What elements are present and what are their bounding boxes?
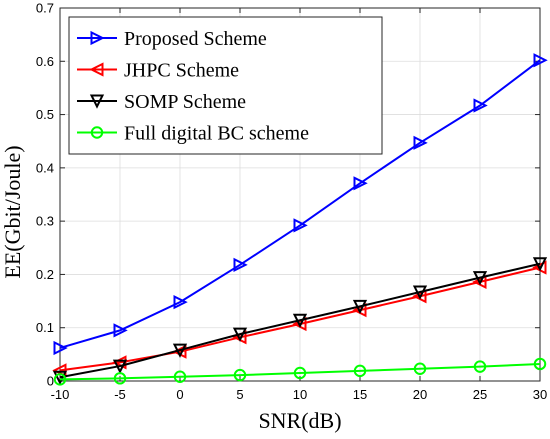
y-tick-label: 0.6 <box>36 54 54 69</box>
x-tick-label: -10 <box>51 387 70 402</box>
data-point <box>172 343 188 358</box>
data-point <box>90 126 104 139</box>
y-axis-label: EE(Gbit/Joule) <box>0 145 25 278</box>
data-point <box>53 373 67 386</box>
x-tick-label: 5 <box>236 387 243 402</box>
series-layer <box>52 53 548 386</box>
data-point <box>113 372 127 385</box>
y-tick-label: 0.3 <box>36 214 54 229</box>
data-point <box>532 257 548 272</box>
legend-item: SOMP Scheme <box>77 91 246 113</box>
data-point <box>52 363 67 378</box>
data-point <box>353 176 368 191</box>
data-point <box>112 359 128 374</box>
x-tick-label: -5 <box>114 387 126 402</box>
data-point <box>113 323 128 338</box>
legend-label: SOMP Scheme <box>124 91 246 113</box>
series-line <box>59 262 541 379</box>
x-tick-label: 10 <box>293 387 307 402</box>
y-tick-label: 0 <box>47 374 54 389</box>
legend-item: Proposed Scheme <box>77 28 267 50</box>
series-full-digital-bc-scheme <box>53 357 547 386</box>
x-tick-label: 30 <box>533 387 547 402</box>
y-tick-label: 0.4 <box>36 160 54 175</box>
y-tick-label: 0.5 <box>36 107 54 122</box>
data-point <box>473 360 487 373</box>
legend-item: Full digital BC scheme <box>77 123 309 145</box>
data-point <box>52 370 68 386</box>
data-point <box>232 327 248 342</box>
x-tick-label: 25 <box>473 387 487 402</box>
data-point <box>472 271 488 286</box>
data-point <box>533 357 547 371</box>
data-point <box>173 295 188 310</box>
series-somp-scheme <box>52 257 548 386</box>
data-point <box>89 94 105 109</box>
x-tick-label: 0 <box>176 387 183 402</box>
y-tick-label: 0.1 <box>36 320 54 335</box>
legend: Proposed Scheme JHPC Scheme SOMP Scheme Ful… <box>68 16 383 155</box>
data-point <box>473 98 488 113</box>
data-point <box>293 218 308 233</box>
data-point <box>53 340 68 356</box>
series-proposed-scheme <box>53 53 548 356</box>
data-point <box>353 364 367 378</box>
legend-box <box>68 16 383 155</box>
legend-item: JHPC Scheme <box>77 60 239 82</box>
data-point <box>413 362 427 375</box>
data-point <box>533 53 548 68</box>
data-point <box>173 370 187 383</box>
y-tick-label: 0.2 <box>36 267 54 282</box>
series-line <box>59 59 541 349</box>
data-point <box>413 135 428 150</box>
data-point <box>233 257 248 272</box>
series-line <box>59 362 541 381</box>
x-tick-label: 20 <box>413 387 427 402</box>
legend-label: Proposed Scheme <box>124 28 267 50</box>
data-point <box>352 299 368 315</box>
data-point <box>233 368 247 382</box>
data-point <box>292 313 308 328</box>
x-axis-label: SNR(dB) <box>258 408 341 433</box>
legend-label: Full digital BC scheme <box>124 123 309 145</box>
data-point <box>90 30 105 46</box>
x-tick-label: 15 <box>353 387 367 402</box>
legend-label: JHPC Scheme <box>124 60 239 82</box>
data-point <box>293 366 307 380</box>
data-point <box>412 285 428 300</box>
axes: -10 -5 0 5 10 15 20 25 30 0 0.1 0.2 0.3 0.4 0.5 0.6 0.7 <box>36 1 547 403</box>
y-tick-label: 0.7 <box>36 1 54 16</box>
data-point <box>89 62 104 77</box>
